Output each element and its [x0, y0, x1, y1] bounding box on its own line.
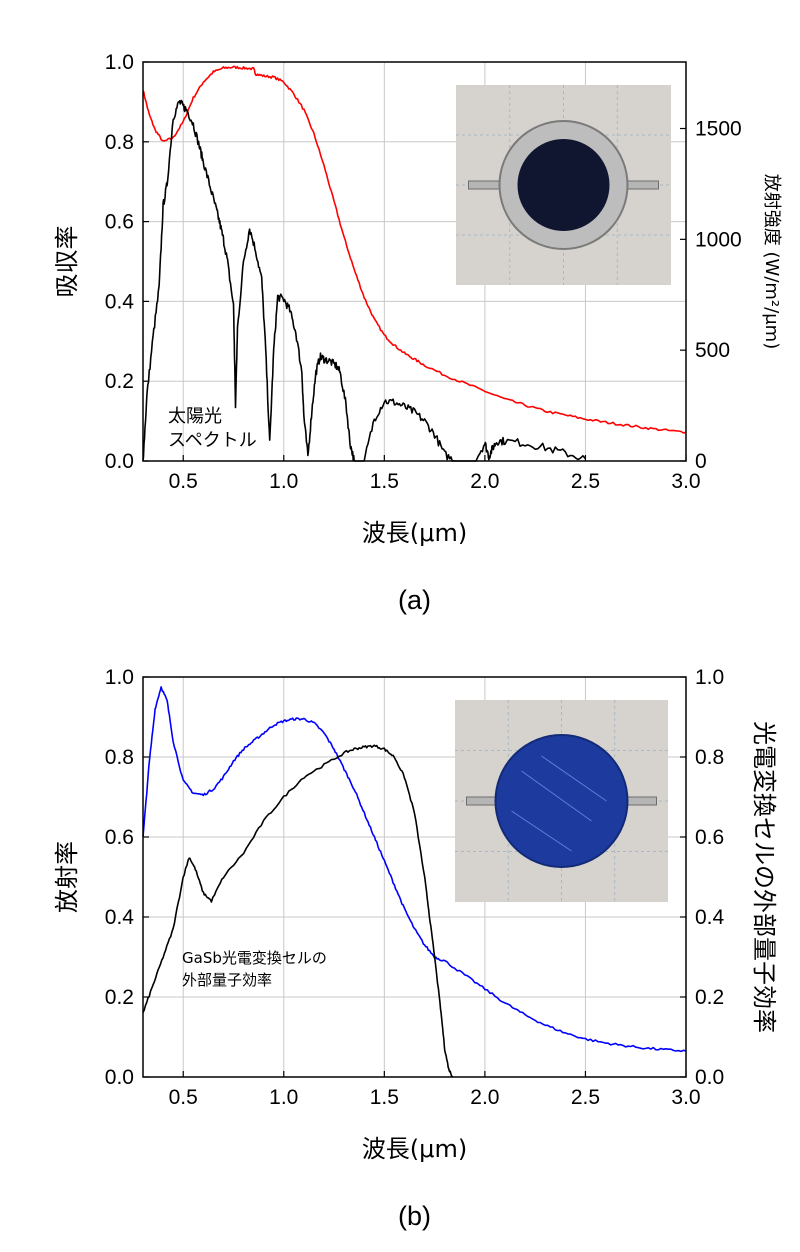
y-axis-label: 吸収率	[53, 226, 81, 298]
series-line-2	[142, 744, 454, 1078]
panel-a-chart: 0.5 1.0 1.5 2.0 2.5 3.0 0.0 0.2 0.4 0.6 0.8 1.0 0 500…	[53, 51, 782, 615]
annotation-text: GaSb光電変換セルの	[182, 949, 327, 967]
panel-label: (a)	[398, 585, 431, 615]
annotation-text: 太陽光	[168, 406, 222, 427]
y-tick-label: 0.2	[105, 986, 134, 1009]
sample-disc	[494, 734, 629, 868]
y2-tick-label: 0.6	[695, 826, 724, 849]
y2-tick-label: 0.0	[695, 1066, 724, 1089]
y2-tick-label: 1500	[695, 118, 742, 141]
x-tick-label: 2.5	[571, 470, 600, 493]
y2-tick-label: 0.2	[695, 986, 724, 1009]
y-tick-label: 0.0	[105, 1066, 134, 1089]
y2-tick-label: 500	[695, 339, 730, 362]
y2-tick-label: 0	[695, 450, 707, 473]
y-tick-label: 1.0	[105, 666, 134, 689]
y2-tick-label: 1.0	[695, 666, 724, 689]
sample-disc	[517, 139, 610, 231]
x-tick-label: 0.5	[169, 470, 198, 493]
y-tick-label: 0.8	[105, 746, 134, 769]
y-tick-label: 0.8	[105, 131, 134, 154]
y-tick-label: 0.6	[105, 211, 134, 234]
series-line-1	[142, 65, 687, 434]
x-axis-label: 波長(μm)	[362, 519, 467, 547]
x-tick-label: 1.5	[370, 470, 399, 493]
y-tick-label: 0.2	[105, 370, 134, 393]
series-line-2	[142, 99, 587, 462]
plot-frame	[142, 61, 687, 462]
y2-axis-label: 放射強度 (W/m²/μm)	[761, 174, 782, 349]
x-tick-label: 1.0	[269, 470, 298, 493]
y-tick-label: 0.0	[105, 450, 134, 473]
inset-photo	[455, 700, 668, 902]
x-tick-label: 1.5	[370, 1086, 399, 1109]
annotation-text: 外部量子効率	[182, 971, 272, 989]
x-tick-label: 2.5	[571, 1086, 600, 1109]
series-line-1	[142, 686, 687, 1053]
x-axis-label: 波長(μm)	[362, 1135, 467, 1163]
x-tick-label: 1.0	[269, 1086, 298, 1109]
y-tick-label: 0.6	[105, 826, 134, 849]
y-axis-label: 放射率	[53, 841, 81, 913]
y-tick-label: 1.0	[105, 51, 134, 74]
y2-axis-label: 光電変換セルの外部量子効率	[750, 721, 778, 1033]
y-tick-label: 0.4	[105, 906, 135, 929]
x-tick-label: 3.0	[671, 1086, 700, 1109]
panel-b-chart: 0.5 1.0 1.5 2.0 2.5 3.00.00.20.40.60.81.00.00…	[53, 666, 778, 1231]
y2-tick-label: 0.4	[695, 906, 725, 929]
y2-tick-label: 1000	[695, 228, 742, 251]
inset-photo	[456, 85, 671, 285]
y2-tick-label: 0.8	[695, 746, 724, 769]
x-tick-label: 2.0	[470, 470, 499, 493]
x-tick-label: 0.5	[169, 1086, 198, 1109]
y-tick-label: 0.4	[105, 290, 135, 313]
x-tick-label: 2.0	[470, 1086, 499, 1109]
panel-label: (b)	[398, 1201, 431, 1231]
annotation-text: スペクトル	[168, 430, 257, 451]
sample-scratch	[511, 755, 607, 852]
x-tick-label: 3.0	[671, 470, 700, 493]
plot-frame	[142, 676, 687, 1078]
